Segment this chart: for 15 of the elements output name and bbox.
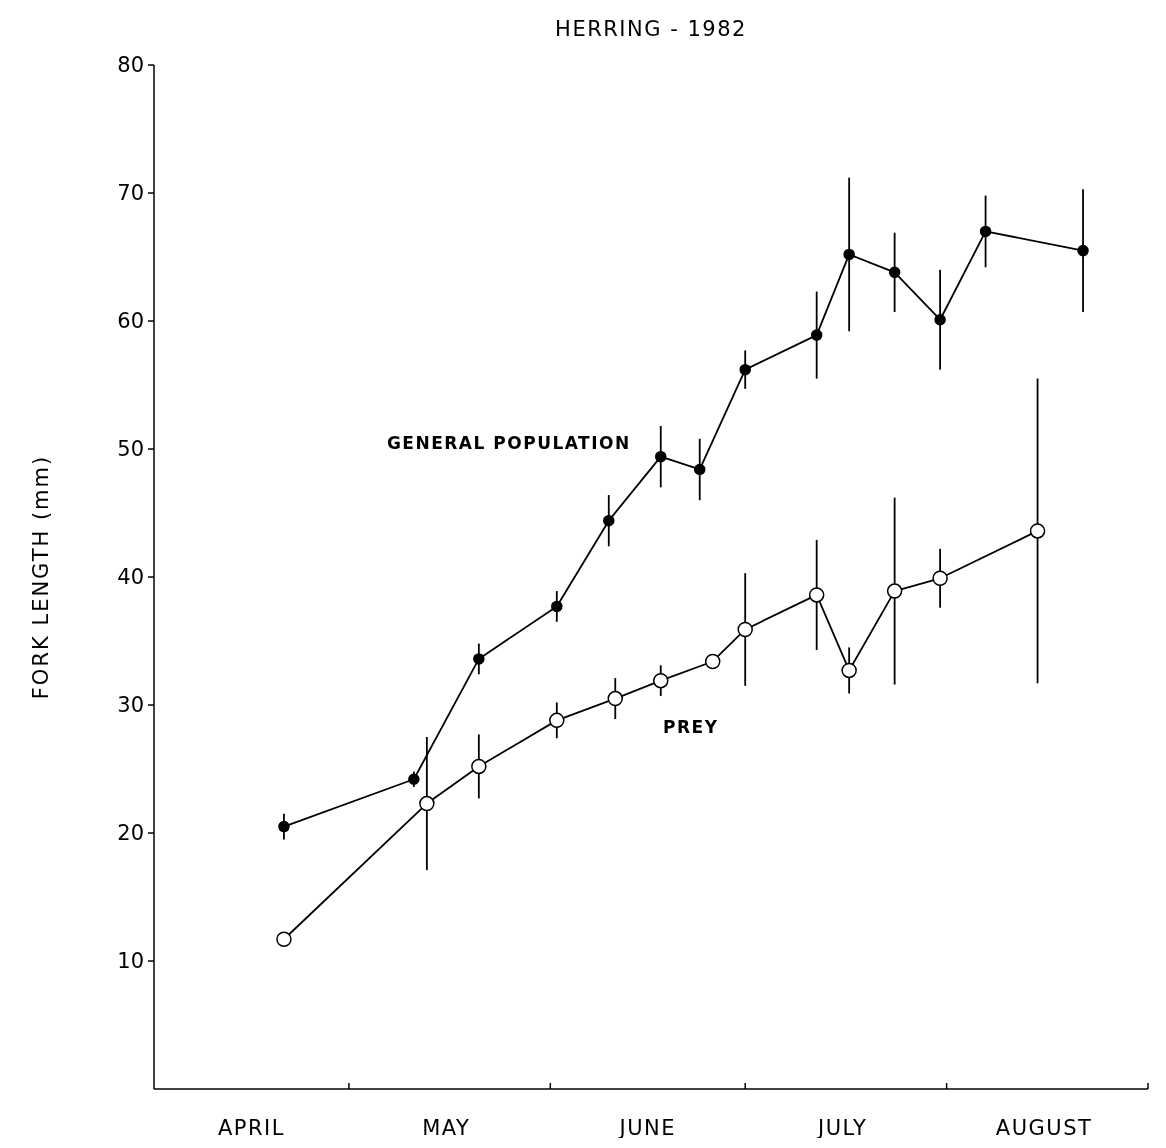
series-label: GENERAL POPULATION [386, 432, 631, 453]
y-tick-label: 30 [117, 693, 144, 718]
y-tick-label: 60 [117, 309, 144, 334]
chart-title: HERRING - 1982 [555, 17, 747, 41]
y-tick-label: 50 [117, 437, 144, 462]
series-label: PREY [663, 716, 719, 737]
y-axis-title: FORK LENGTH (mm) [29, 454, 53, 700]
y-tick-label: 20 [117, 821, 144, 846]
y-tick-label: 40 [117, 565, 144, 590]
x-tick-label: MAY [422, 1116, 471, 1140]
x-tick-label: APRIL [217, 1116, 285, 1140]
y-tick-label: 10 [117, 949, 144, 974]
x-tick-label: AUGUST [995, 1116, 1093, 1140]
y-tick-label: 70 [117, 181, 144, 206]
y-tick-label: 80 [117, 53, 144, 78]
